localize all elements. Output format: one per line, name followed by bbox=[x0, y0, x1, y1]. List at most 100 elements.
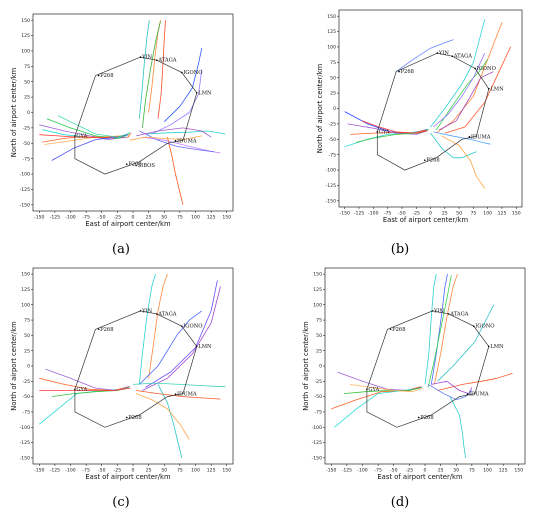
y-tick-label: 150 bbox=[313, 272, 322, 278]
trajectory-line bbox=[438, 71, 494, 131]
waypoint-marker bbox=[398, 70, 400, 73]
waypoint-marker bbox=[139, 56, 142, 58]
y-tick-label: 50 bbox=[24, 333, 30, 339]
waypoint-marker bbox=[180, 71, 183, 74]
waypoint-marker bbox=[417, 416, 420, 419]
airspace-boundary bbox=[74, 310, 198, 428]
trajectory-line bbox=[430, 274, 448, 385]
panel-b: -150 -125 -100 -75 -50 -25 0 25 50 75 100 125 150-15… bbox=[316, 9, 523, 224]
x-tick-label: -100 bbox=[357, 468, 368, 474]
x-tick-label: -25 bbox=[114, 215, 122, 221]
trajectory-line bbox=[427, 275, 452, 388]
waypoint-marker bbox=[468, 136, 471, 138]
y-axis-label: North of airport center/km bbox=[302, 321, 310, 411]
trajectory-line bbox=[424, 274, 437, 385]
x-tick-label: 50 bbox=[453, 468, 459, 474]
x-tick-label: 0 bbox=[132, 468, 135, 474]
x-tick-label: 75 bbox=[177, 468, 183, 474]
waypoint-marker bbox=[174, 140, 177, 142]
y-tick-label: -150 bbox=[312, 455, 323, 461]
waypoint-label: GYA bbox=[76, 133, 87, 139]
trajectory-line bbox=[435, 59, 489, 131]
plot-area: YIN ATAGA IGONO LMN IDUMA P268 GYA P268 bbox=[344, 19, 511, 189]
x-tick-label: 150 bbox=[222, 468, 231, 474]
trajectory-line bbox=[139, 310, 203, 385]
waypoint-label: IDUMA bbox=[177, 138, 197, 144]
trajectory-line bbox=[334, 387, 421, 428]
x-tick-label: 125 bbox=[207, 215, 216, 221]
y-tick-label: 0 bbox=[333, 106, 336, 112]
waypoint-label: P268 bbox=[128, 162, 141, 168]
waypoint-marker bbox=[466, 393, 469, 395]
x-tick-label: -100 bbox=[65, 468, 76, 474]
x-tick-label: 25 bbox=[442, 211, 448, 217]
y-tick-label: -25 bbox=[22, 125, 30, 131]
y-tick-label: -125 bbox=[20, 187, 31, 193]
x-tick-label: -25 bbox=[412, 211, 420, 217]
y-tick-label: 125 bbox=[327, 29, 336, 35]
x-tick-label: 0 bbox=[429, 211, 432, 217]
waypoint-label: ATAGA bbox=[453, 54, 473, 60]
x-tick-label: -100 bbox=[65, 215, 76, 221]
subpanel-label-a: (a) bbox=[112, 242, 130, 257]
x-tick-label: -125 bbox=[50, 215, 61, 221]
y-tick-label: -150 bbox=[20, 455, 31, 461]
x-tick-label: 100 bbox=[191, 468, 200, 474]
y-tick-label: 75 bbox=[24, 64, 30, 70]
x-axis-label: East of airport center/km bbox=[85, 220, 171, 228]
x-tick-label: 0 bbox=[132, 215, 135, 221]
waypoint-label: P268 bbox=[426, 158, 439, 164]
waypoint-label: GYA bbox=[368, 387, 379, 393]
waypoint-marker bbox=[195, 345, 198, 348]
trajectory-line bbox=[39, 387, 131, 391]
x-tick-label: -50 bbox=[398, 211, 406, 217]
trajectory-line bbox=[39, 377, 129, 391]
x-tick-label: 50 bbox=[456, 211, 462, 217]
x-tick-label: 100 bbox=[191, 215, 200, 221]
y-tick-label: -50 bbox=[328, 137, 336, 143]
trajectory-line bbox=[138, 273, 156, 385]
x-tick-label: -150 bbox=[34, 215, 45, 221]
x-axis-label: East of airport center/km bbox=[377, 473, 463, 481]
trajectory-line bbox=[136, 127, 212, 138]
x-tick-label: -75 bbox=[82, 215, 90, 221]
x-axis-label: East of airport center/km bbox=[383, 216, 469, 224]
waypoint-label: P268 bbox=[100, 73, 113, 79]
x-tick-label: 125 bbox=[207, 468, 216, 474]
trajectory-line bbox=[39, 124, 127, 140]
trajectory-line bbox=[434, 273, 458, 385]
y-tick-label: 100 bbox=[327, 45, 336, 51]
trajectory-line bbox=[136, 390, 221, 400]
x-tick-label: -50 bbox=[98, 215, 106, 221]
x-tick-label: -50 bbox=[98, 468, 106, 474]
y-tick-label: -75 bbox=[22, 410, 30, 416]
x-tick-label: 75 bbox=[177, 215, 183, 221]
y-tick-label: 50 bbox=[24, 79, 30, 85]
y-tick-label: 25 bbox=[316, 348, 322, 354]
trajectory-line bbox=[151, 69, 203, 135]
trajectory-line bbox=[135, 393, 190, 440]
waypoint-label: IDUMA bbox=[471, 134, 491, 140]
x-tick-label: -150 bbox=[340, 211, 351, 217]
y-tick-label: -150 bbox=[326, 198, 337, 204]
panel-d: -150 -125 -100 -75 -50 -25 0 25 50 75 100 125 150 -15… bbox=[302, 267, 526, 481]
y-tick-label: 75 bbox=[316, 318, 322, 324]
y-tick-label: 25 bbox=[24, 95, 30, 101]
waypoint-label: IGONO bbox=[183, 324, 202, 330]
y-tick-label: -75 bbox=[314, 410, 322, 416]
trajectory-line bbox=[343, 387, 422, 394]
plot-frame bbox=[32, 13, 234, 212]
y-tick-label: -75 bbox=[328, 152, 336, 158]
trajectory-line bbox=[138, 20, 150, 119]
x-tick-label: 75 bbox=[469, 468, 475, 474]
y-axis-label: North of airport center/km bbox=[316, 63, 324, 153]
waypoint-marker bbox=[447, 313, 450, 315]
waypoint-marker bbox=[487, 345, 490, 348]
waypoint-marker bbox=[474, 67, 476, 70]
y-tick-label: 25 bbox=[330, 91, 336, 97]
waypoint-marker bbox=[74, 135, 76, 137]
x-tick-label: 25 bbox=[146, 215, 152, 221]
y-tick-label: 125 bbox=[21, 33, 30, 39]
y-tick-label: 100 bbox=[21, 49, 30, 55]
waypoint-label: YIN bbox=[438, 51, 449, 57]
